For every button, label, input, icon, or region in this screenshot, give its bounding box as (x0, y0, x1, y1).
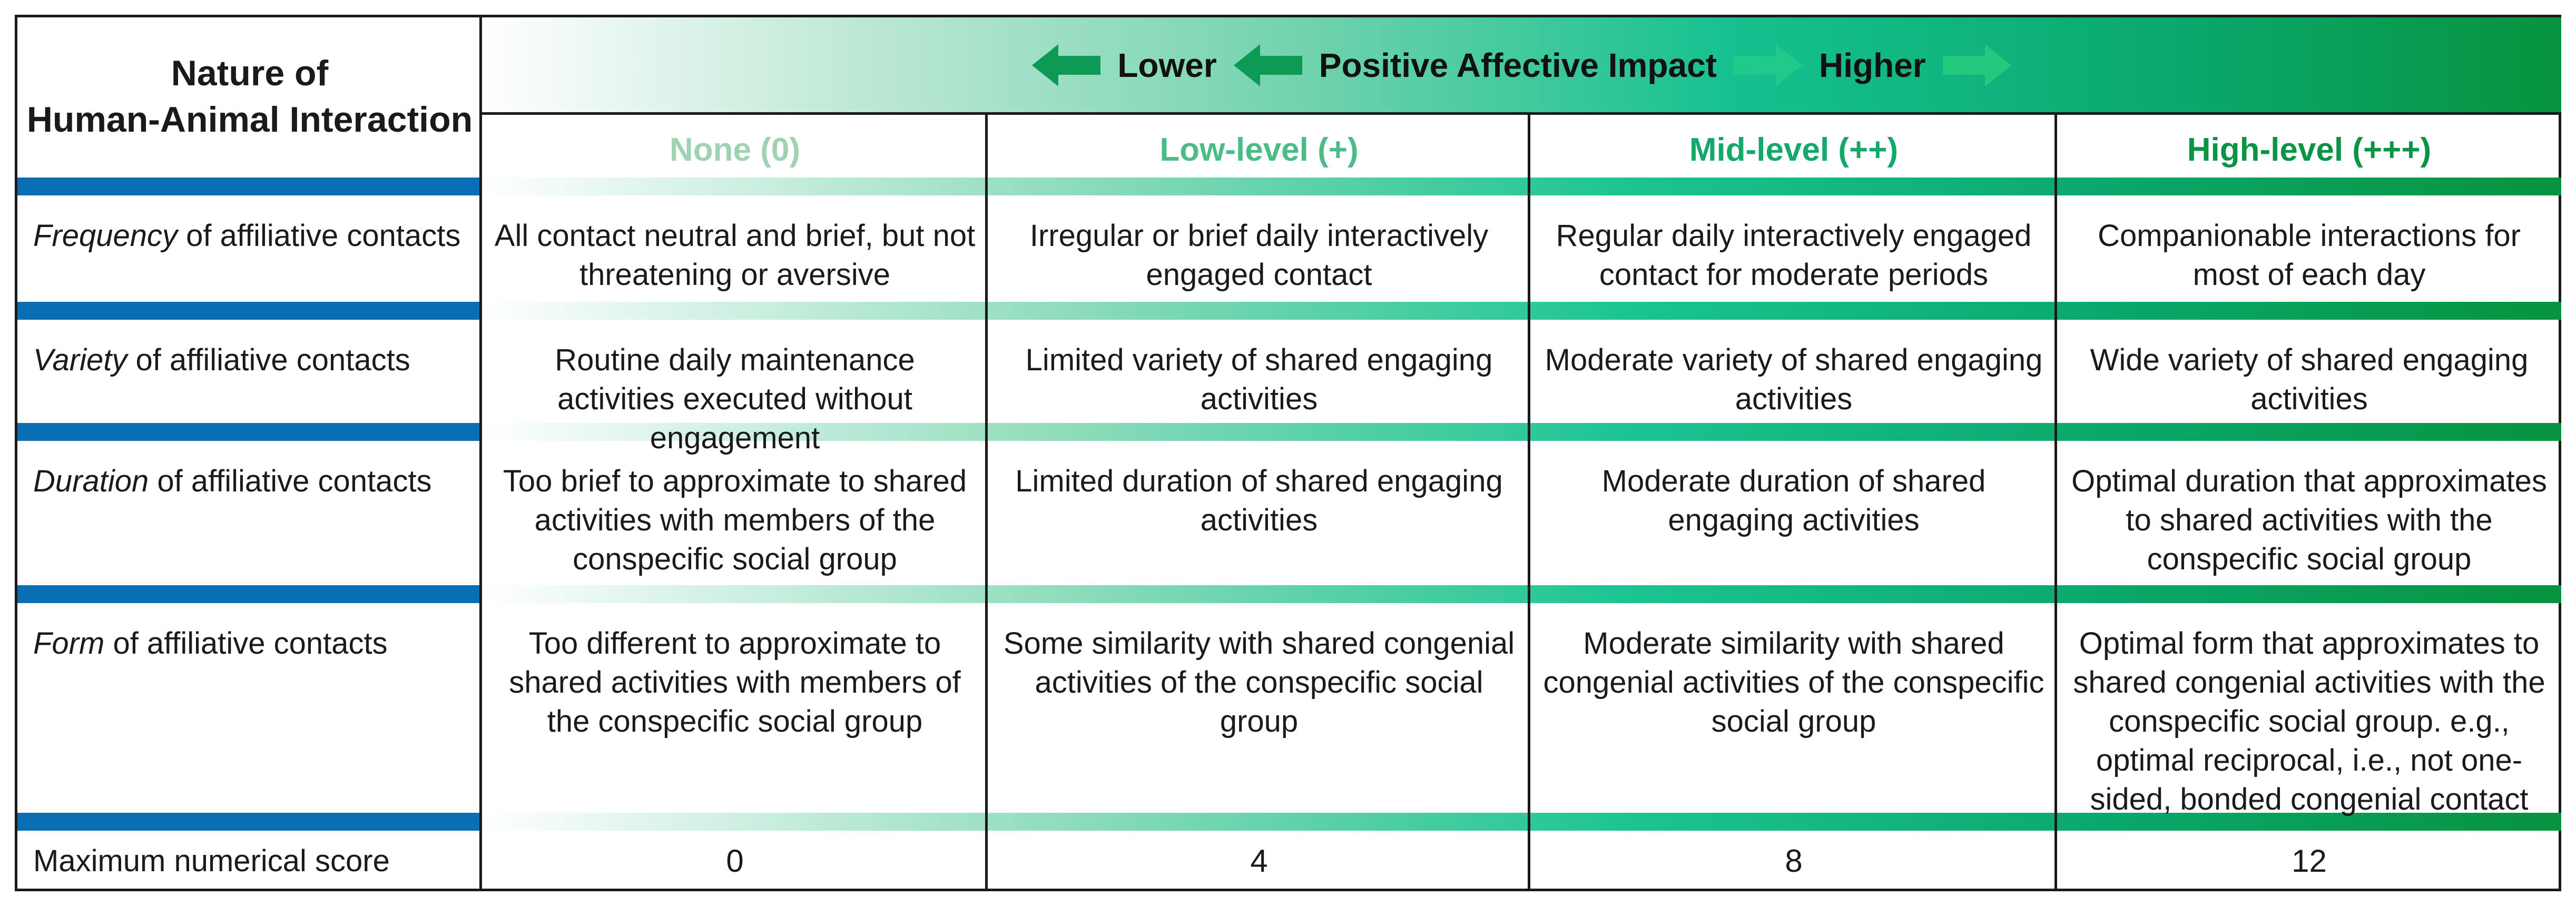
arrow-right-icon (1734, 44, 1802, 86)
row-divider (17, 813, 2561, 831)
cell-variety-high: Wide variety of shared engaging activiti… (2090, 343, 2529, 416)
table-title-line2: Human-Animal Interaction (26, 100, 473, 140)
cell-frequency-high: Companionable interactions for most of e… (2098, 219, 2521, 292)
row-label-form: Form of affiliative contacts (33, 626, 388, 661)
row-label-duration: Duration of affiliative contacts (33, 464, 432, 498)
column-header-mid: Mid-level (++) (1689, 131, 1899, 168)
cell-duration-mid: Moderate duration of shared engaging act… (1601, 464, 1986, 537)
arrow-left-icon (1032, 44, 1101, 86)
row-divider (17, 423, 2561, 441)
row-divider (17, 302, 2561, 320)
column-header-low: Low-level (+) (1159, 131, 1359, 168)
score-row-label: Maximum numerical score (33, 843, 390, 878)
impact-title: Positive Affective Impact (1319, 46, 1717, 84)
cell-variety-low: Limited variety of shared engaging activ… (1025, 343, 1493, 416)
impact-lower-label: Lower (1117, 46, 1217, 84)
score-high: 12 (2292, 843, 2327, 879)
row-label-frequency: Frequency of affiliative contacts (33, 219, 461, 253)
score-low: 4 (1250, 843, 1268, 879)
impact-scale: Lower Positive Affective Impact Higher (482, 17, 2561, 113)
hai-table: Nature of Human-Animal Interaction Lower… (15, 15, 2561, 891)
cell-duration-high: Optimal duration that approximates to sh… (2071, 464, 2547, 576)
cell-form-high: Optimal form that approximates to shared… (2073, 626, 2545, 816)
cell-variety-mid: Moderate variety of shared engaging acti… (1545, 343, 2043, 416)
column-header-high: High-level (+++) (2187, 131, 2432, 168)
score-none: 0 (726, 843, 744, 879)
cell-form-none: Too different to approximate to shared a… (509, 626, 961, 738)
cell-form-mid: Moderate similarity with shared congenia… (1543, 626, 2044, 738)
arrow-right-icon (1942, 44, 2011, 86)
cell-duration-none: Too brief to approximate to shared activ… (503, 464, 967, 576)
row-divider (17, 178, 2561, 195)
cell-frequency-mid: Regular daily interactively engaged cont… (1556, 219, 2032, 292)
column-header-none: None (0) (670, 131, 800, 168)
impact-banner (482, 17, 2561, 113)
cell-frequency-none: All contact neutral and brief, but not t… (494, 219, 976, 292)
table-title: Nature of Human-Animal Interaction (17, 17, 482, 186)
cell-duration-low: Limited duration of shared engaging acti… (1015, 464, 1503, 537)
score-mid: 8 (1785, 843, 1803, 879)
cell-frequency-low: Irregular or brief daily interactively e… (1029, 219, 1489, 292)
row-divider (17, 585, 2561, 603)
cell-form-low: Some similarity with shared congenial ac… (1003, 626, 1515, 738)
arrow-left-icon (1233, 44, 1302, 86)
row-label-variety: Variety of affiliative contacts (33, 343, 410, 377)
table-title-line1: Nature of (171, 53, 329, 93)
impact-higher-label: Higher (1819, 46, 1926, 84)
cell-variety-none: Routine daily maintenance activities exe… (555, 343, 915, 455)
